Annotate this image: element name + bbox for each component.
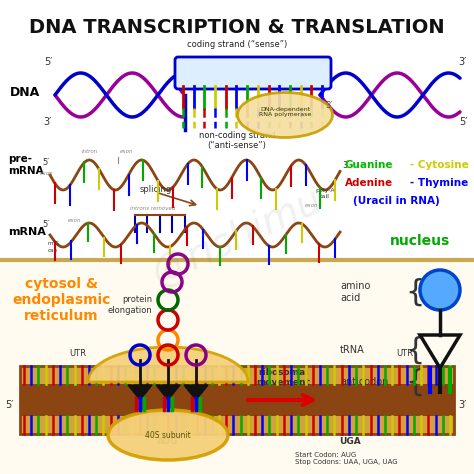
Text: 5′: 5′ <box>6 400 14 410</box>
Text: 5′: 5′ <box>42 220 49 229</box>
Ellipse shape <box>108 410 228 460</box>
Text: 3′: 3′ <box>44 117 52 127</box>
Text: nucleus: nucleus <box>390 234 450 248</box>
Text: - Cytosine: - Cytosine <box>410 160 469 170</box>
Text: 3′: 3′ <box>325 101 332 110</box>
Text: anticodon: anticodon <box>340 377 388 387</box>
Text: exon: exon <box>120 149 134 154</box>
Text: Guanine: Guanine <box>345 160 393 170</box>
Ellipse shape <box>237 92 332 137</box>
Text: protein
elongation: protein elongation <box>107 295 152 315</box>
Text: Adenine: Adenine <box>345 178 393 188</box>
Polygon shape <box>184 385 208 400</box>
Text: - Thymine: - Thymine <box>410 178 468 188</box>
Circle shape <box>420 270 460 310</box>
Polygon shape <box>128 385 152 400</box>
Text: non-coding strand
(“anti-sense”): non-coding strand (“anti-sense”) <box>199 131 275 150</box>
Text: ribosomal
movement: ribosomal movement <box>256 368 310 387</box>
Text: 40S subunit: 40S subunit <box>145 431 191 440</box>
Text: poly-A
tail: poly-A tail <box>315 188 335 199</box>
Polygon shape <box>156 385 180 400</box>
Text: 3′: 3′ <box>458 400 466 410</box>
Text: tRNA: tRNA <box>340 345 365 355</box>
Bar <box>20 366 454 384</box>
Text: 3′: 3′ <box>342 161 349 170</box>
Text: coding strand (“sense”): coding strand (“sense”) <box>187 40 287 49</box>
Text: @rishimu: @rishimu <box>146 181 328 293</box>
Bar <box>20 366 454 434</box>
Text: cytosol &
endoplasmic
reticulum: cytosol & endoplasmic reticulum <box>12 277 110 323</box>
Text: 5′: 5′ <box>44 57 52 67</box>
Bar <box>0 260 474 474</box>
Bar <box>20 384 454 416</box>
Text: amino
acid: amino acid <box>340 281 370 303</box>
Text: pre-
mRNA: pre- mRNA <box>8 154 44 176</box>
Text: {: { <box>405 367 425 396</box>
Text: 3′: 3′ <box>459 57 467 67</box>
Text: splicing: splicing <box>140 185 172 194</box>
Text: m⁷G: m⁷G <box>48 241 60 246</box>
Text: UTR: UTR <box>396 349 413 358</box>
Text: AUG: AUG <box>157 437 179 446</box>
FancyBboxPatch shape <box>175 57 331 89</box>
Text: (Uracil in RNA): (Uracil in RNA) <box>353 196 440 206</box>
Text: 5′: 5′ <box>459 117 467 127</box>
Text: {: { <box>405 336 425 365</box>
Text: introns removed: introns removed <box>130 206 175 211</box>
Text: Start Codon: AUG
Stop Codons: UAA, UGA, UAG: Start Codon: AUG Stop Codons: UAA, UGA, … <box>295 452 398 465</box>
Text: exon: exon <box>40 171 54 176</box>
Text: {: { <box>405 277 425 307</box>
Bar <box>20 416 454 434</box>
Text: UTR: UTR <box>70 349 86 358</box>
Text: exon: exon <box>68 218 82 223</box>
Text: 5′: 5′ <box>42 158 49 167</box>
Text: intron: intron <box>82 149 98 154</box>
Text: DNA-dependent
RNA polymerase: DNA-dependent RNA polymerase <box>259 107 311 118</box>
Text: DNA: DNA <box>10 85 40 99</box>
Text: 60S: 60S <box>130 370 143 376</box>
Text: mRNA: mRNA <box>8 227 46 237</box>
Text: UGA: UGA <box>339 437 361 446</box>
Bar <box>0 0 474 260</box>
Text: cap: cap <box>48 248 58 253</box>
Text: DNA TRANSCRIPTION & TRANSLATION: DNA TRANSCRIPTION & TRANSLATION <box>29 18 445 37</box>
Text: exon: exon <box>305 203 319 208</box>
Polygon shape <box>88 347 248 382</box>
